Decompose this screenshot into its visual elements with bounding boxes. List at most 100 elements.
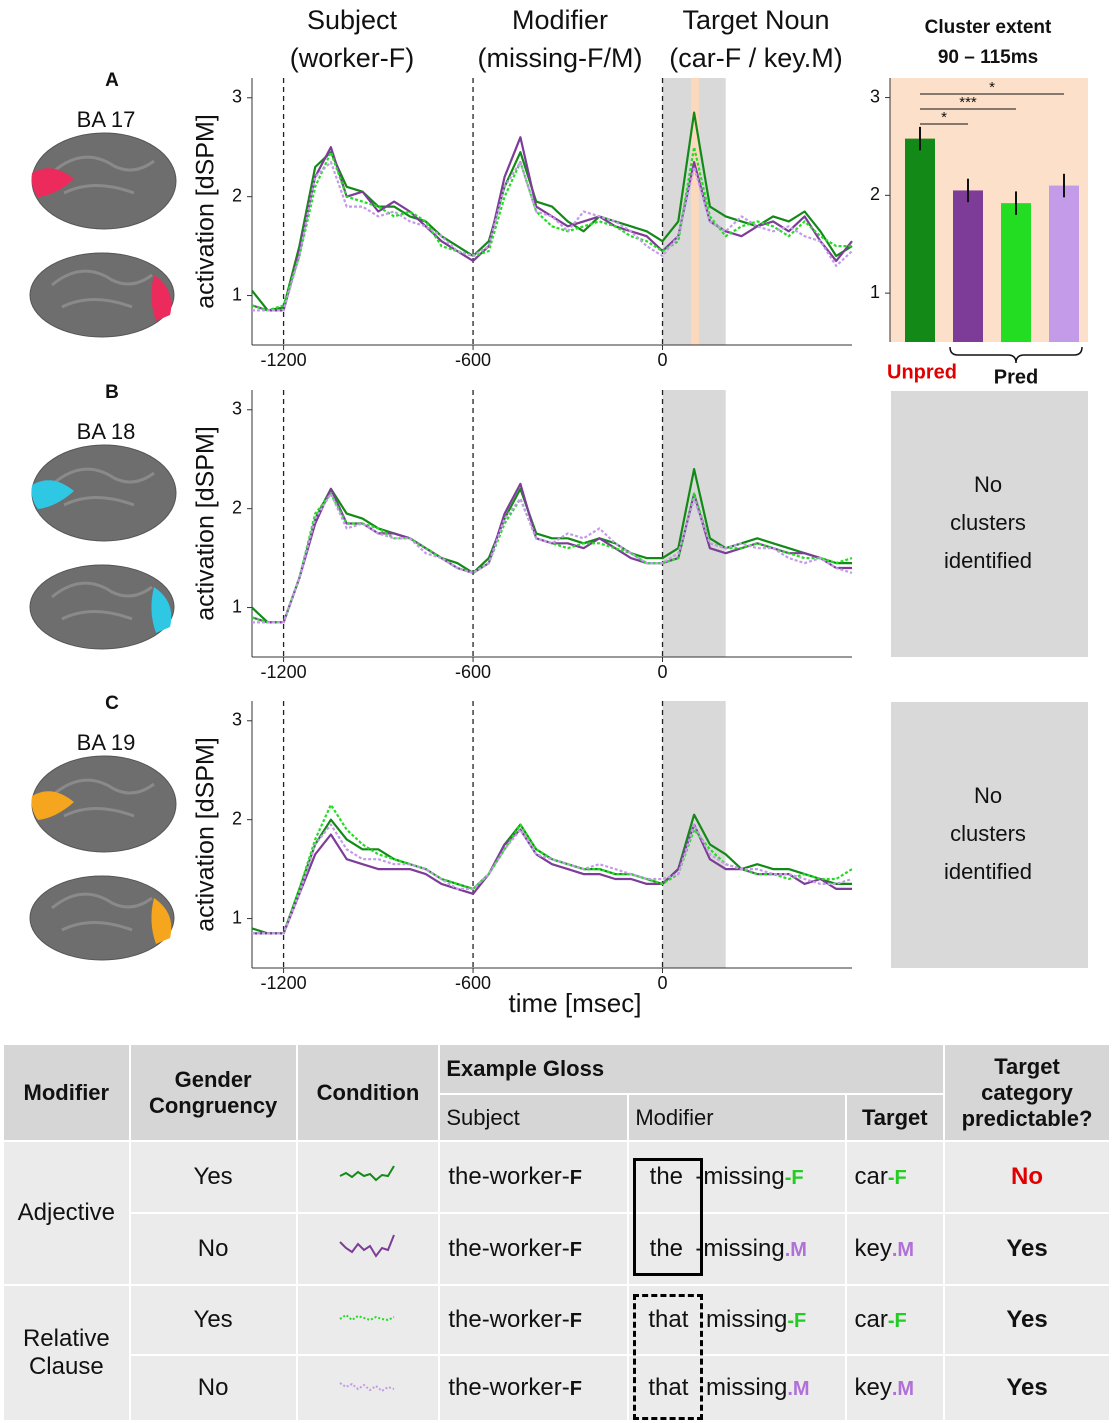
- suffix: F: [570, 1239, 582, 1261]
- header-cell: Gender Congruency: [131, 1045, 296, 1140]
- header-cell: Modifier: [4, 1045, 129, 1140]
- cell: Yes: [131, 1286, 296, 1354]
- x-tick-label: -600: [455, 662, 491, 682]
- significance-label: *: [941, 109, 947, 126]
- y-tick-label: 1: [232, 284, 242, 304]
- bar: [1001, 203, 1031, 342]
- condition-icon: [298, 1356, 439, 1420]
- text: the-worker-: [448, 1374, 569, 1401]
- condition-icon: [298, 1286, 439, 1354]
- header-cell: Target: [847, 1095, 944, 1140]
- cell: key.M: [847, 1356, 944, 1420]
- suffix: F: [570, 1378, 582, 1400]
- y-tick-label: 1: [232, 907, 242, 927]
- group-label: Pred: [994, 366, 1038, 388]
- x-tick-label: -600: [455, 350, 491, 370]
- y-tick-label: 2: [870, 184, 880, 204]
- region-label: BA 18: [77, 419, 136, 444]
- y-tick-label: 3: [232, 710, 242, 730]
- icon: [338, 1305, 398, 1329]
- group-cell: Adjective: [4, 1142, 129, 1284]
- modifier-box: [633, 1294, 703, 1420]
- text: car: [855, 1306, 888, 1333]
- y-tick-label: 3: [870, 86, 880, 106]
- series-line: [252, 147, 852, 310]
- cell: Yes: [131, 1142, 296, 1212]
- text: key: [855, 1374, 892, 1401]
- event-label: (car-F / key.M): [669, 43, 842, 73]
- conditions-table: Modifier Gender Congruency Condition Exa…: [2, 1043, 1111, 1422]
- text: -missing: [695, 1235, 784, 1262]
- icon: [338, 1162, 398, 1186]
- y-axis-title: activation [dSPM]: [192, 737, 220, 932]
- bar: [953, 190, 983, 342]
- suffix: .M: [785, 1239, 807, 1261]
- y-tick-label: 2: [232, 185, 242, 205]
- bar: [905, 139, 935, 342]
- note-text: No: [974, 472, 1002, 497]
- cell: the-worker-F: [440, 1356, 627, 1420]
- y-tick-label: 2: [232, 808, 242, 828]
- significance-label: ***: [959, 94, 977, 111]
- header-cell: Subject: [440, 1095, 627, 1140]
- icon: [338, 1373, 398, 1397]
- cell: Yes: [945, 1286, 1109, 1354]
- series-line: [252, 113, 852, 311]
- cell: No: [131, 1356, 296, 1420]
- text: missing: [706, 1374, 787, 1401]
- event-label: Subject: [307, 5, 398, 35]
- note-text: identified: [944, 548, 1032, 573]
- x-tick-label: -1200: [261, 662, 307, 682]
- x-tick-label: 0: [658, 662, 668, 682]
- suffix: .M: [892, 1239, 914, 1261]
- series-line: [252, 825, 852, 934]
- y-tick-label: 1: [870, 282, 880, 302]
- suffix: F: [570, 1167, 582, 1189]
- note-text: No: [974, 783, 1002, 808]
- suffix: -F: [787, 1310, 806, 1332]
- event-label: (missing-F/M): [478, 43, 643, 73]
- y-tick-label: 3: [232, 399, 242, 419]
- text: the-worker-: [448, 1235, 569, 1262]
- region-label: BA 17: [77, 107, 136, 132]
- suffix: F: [570, 1310, 582, 1332]
- group-cell: Relative Clause: [4, 1286, 129, 1420]
- note-text: clusters: [950, 821, 1026, 846]
- chart-title: 90 – 115ms: [938, 47, 1038, 68]
- note-text: identified: [944, 859, 1032, 884]
- x-tick-label: 0: [658, 973, 668, 993]
- x-axis-title: time [msec]: [509, 988, 642, 1018]
- header-cell: Target category predictable?: [945, 1045, 1109, 1140]
- panel-letter: A: [105, 70, 119, 91]
- suffix: -F: [785, 1167, 804, 1189]
- suffix: .M: [787, 1378, 809, 1400]
- x-tick-label: 0: [658, 350, 668, 370]
- cell: the-worker-F: [440, 1142, 627, 1212]
- y-tick-label: 3: [232, 87, 242, 107]
- condition-icon: [298, 1214, 439, 1284]
- cell: car-F: [847, 1142, 944, 1212]
- header-cell: Example Gloss: [440, 1045, 943, 1093]
- cell: Yes: [945, 1356, 1109, 1420]
- region-label: BA 19: [77, 730, 136, 755]
- group-label: Unpred: [887, 361, 957, 383]
- group-brace: [950, 347, 1082, 363]
- figure: 1 2 3 -1200 -600 0 activation [dSPM] A BA 17 Subj…: [0, 0, 1113, 1030]
- event-label: Target Noun: [682, 5, 829, 35]
- page: {"chart_data": [ {"type": "line", "panel…: [0, 0, 1113, 1423]
- note-text: clusters: [950, 510, 1026, 535]
- suffix: .M: [892, 1378, 914, 1400]
- cell: No: [131, 1214, 296, 1284]
- x-tick-label: -600: [455, 973, 491, 993]
- text: key: [855, 1235, 892, 1262]
- significance-label: *: [989, 79, 995, 96]
- header-cell: Modifier: [629, 1095, 844, 1140]
- y-tick-label: 1: [232, 596, 242, 616]
- condition-icon: [298, 1142, 439, 1212]
- header-cell: Condition: [298, 1045, 439, 1140]
- y-axis-title: activation [dSPM]: [192, 426, 220, 621]
- cell: the-worker-F: [440, 1214, 627, 1284]
- cell: the-worker-F: [440, 1286, 627, 1354]
- icon: [338, 1232, 398, 1260]
- x-tick-label: -1200: [261, 973, 307, 993]
